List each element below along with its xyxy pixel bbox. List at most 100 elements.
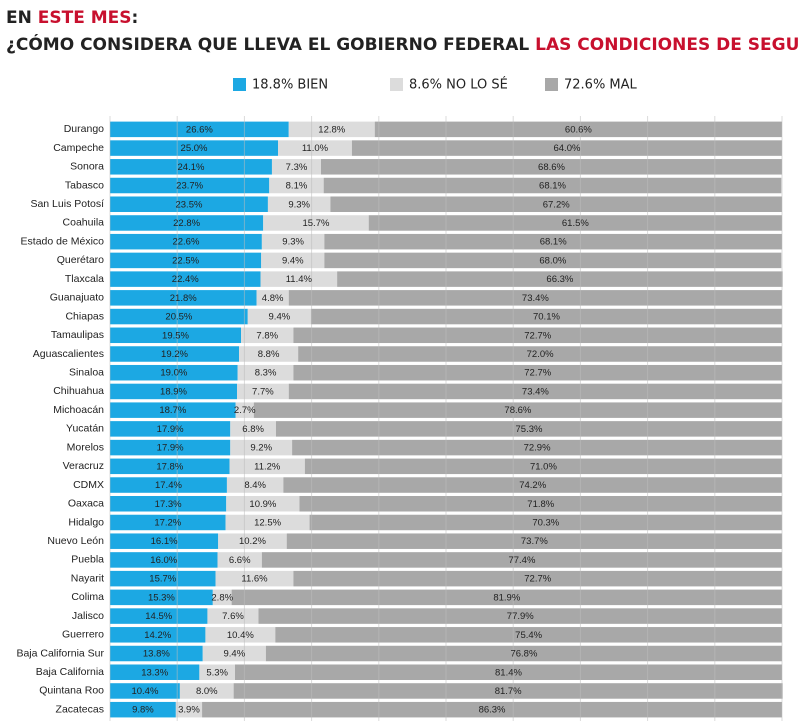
bar-segment — [110, 327, 242, 344]
bar-segment — [110, 177, 270, 194]
bar-segment — [293, 570, 782, 587]
y-tick-label: Estado de México — [21, 235, 105, 247]
y-tick-label: Hidalgo — [68, 516, 104, 528]
y-tick-label: Veracruz — [63, 460, 104, 472]
value-label: 14.2% — [144, 630, 171, 641]
bar-segment — [261, 233, 325, 250]
bar-segment — [110, 496, 227, 512]
y-tick-label: Yucatán — [66, 423, 104, 435]
value-label: 17.9% — [157, 443, 184, 454]
bar-segment — [110, 308, 248, 325]
bar-segment — [263, 215, 369, 231]
bar-segment — [267, 196, 331, 212]
title-part: ¿CÓMO CONSIDERA QUE LLEVA EL GOBIERNO FE… — [6, 33, 535, 55]
value-label: 72.9% — [524, 443, 551, 454]
bar-segment — [110, 683, 180, 699]
bar-segment — [229, 458, 305, 475]
value-label: 68.1% — [539, 181, 566, 192]
y-tick-label: CDMX — [73, 479, 104, 491]
value-label: 68.6% — [538, 162, 565, 173]
bar-segment — [179, 683, 234, 699]
value-label: 13.3% — [141, 667, 168, 678]
bar-segment — [110, 552, 218, 568]
value-label: 81.9% — [493, 592, 520, 603]
y-tick-label: Baja California Sur — [16, 647, 104, 659]
bar-segment — [205, 627, 276, 643]
y-tick-label: Guanajuato — [50, 292, 104, 304]
value-label: 11.0% — [302, 143, 329, 154]
value-label: 11.6% — [241, 574, 268, 585]
bar-segment — [234, 664, 782, 680]
y-tick-label: Campeche — [53, 142, 104, 154]
value-label: 75.3% — [516, 424, 543, 435]
value-label: 16.1% — [151, 536, 178, 547]
bar-segment — [202, 701, 783, 718]
value-label: 11.4% — [286, 274, 313, 285]
value-label: 7.6% — [222, 611, 244, 622]
value-label: 2.8% — [211, 592, 233, 603]
value-label: 66.3% — [546, 274, 573, 285]
bar-segment — [110, 383, 238, 400]
value-label: 10.4% — [131, 686, 158, 697]
bar-segment — [207, 608, 259, 624]
bar-segment — [293, 364, 782, 381]
bar-segment — [260, 271, 338, 287]
y-tick-label: Nuevo León — [47, 535, 104, 547]
value-label: 23.5% — [175, 199, 202, 210]
bar-segment — [110, 514, 226, 531]
value-label: 23.7% — [176, 181, 203, 192]
y-tick-label: Durango — [64, 123, 104, 135]
bar-segment — [247, 308, 311, 325]
value-label: 11.2% — [254, 461, 281, 472]
bar-segment — [110, 271, 261, 287]
bar-segment — [278, 140, 352, 156]
bar-segment — [265, 645, 782, 662]
bar-segment — [261, 552, 782, 568]
bar-segment — [351, 140, 782, 156]
title-part: EN — [6, 8, 38, 28]
bar-segment — [298, 346, 782, 362]
value-label: 10.4% — [227, 630, 254, 641]
value-label: 60.6% — [565, 124, 592, 135]
y-tick-label: Quintana Roo — [39, 685, 104, 697]
y-tick-label: Chiapas — [65, 310, 104, 322]
value-label: 3.9% — [178, 705, 200, 716]
bar-segment — [324, 252, 782, 269]
bar-segment — [239, 346, 299, 362]
legend-label: 8.6% NO LO SÉ — [409, 77, 508, 93]
bar-segment — [110, 364, 238, 381]
value-label: 17.8% — [156, 461, 183, 472]
bar-segment — [288, 383, 782, 400]
bar-segment — [110, 645, 203, 662]
value-label: 17.9% — [157, 424, 184, 435]
bar-segment — [283, 477, 782, 493]
legend-label: 18.8% BIEN — [252, 78, 328, 93]
bar-segment — [241, 327, 294, 344]
y-tick-label: Morelos — [67, 441, 104, 453]
value-label: 14.5% — [145, 611, 172, 622]
bar-segment — [293, 327, 782, 344]
bar-segment — [237, 364, 294, 381]
bar-segment — [110, 589, 213, 606]
bar-segment — [226, 477, 284, 493]
title-part: : — [132, 8, 139, 28]
value-label: 25.0% — [181, 143, 208, 154]
value-label: 22.4% — [172, 274, 199, 285]
bar-segment — [237, 383, 289, 400]
value-label: 19.5% — [162, 330, 189, 341]
bar-segment — [110, 196, 268, 212]
legend-label: 72.6% MAL — [564, 78, 638, 93]
value-label: 72.7% — [524, 368, 551, 379]
value-label: 8.8% — [258, 349, 280, 360]
y-tick-label: Guerrero — [62, 629, 104, 641]
value-label: 22.8% — [173, 218, 200, 229]
bar-segment — [110, 233, 262, 250]
value-label: 78.6% — [504, 405, 531, 416]
value-label: 15.3% — [148, 592, 175, 603]
bar-segment — [321, 159, 782, 175]
value-label: 9.8% — [132, 705, 154, 716]
y-tick-label: Querétaro — [57, 254, 104, 266]
bar-segment — [110, 570, 216, 587]
value-label: 22.5% — [172, 255, 199, 266]
